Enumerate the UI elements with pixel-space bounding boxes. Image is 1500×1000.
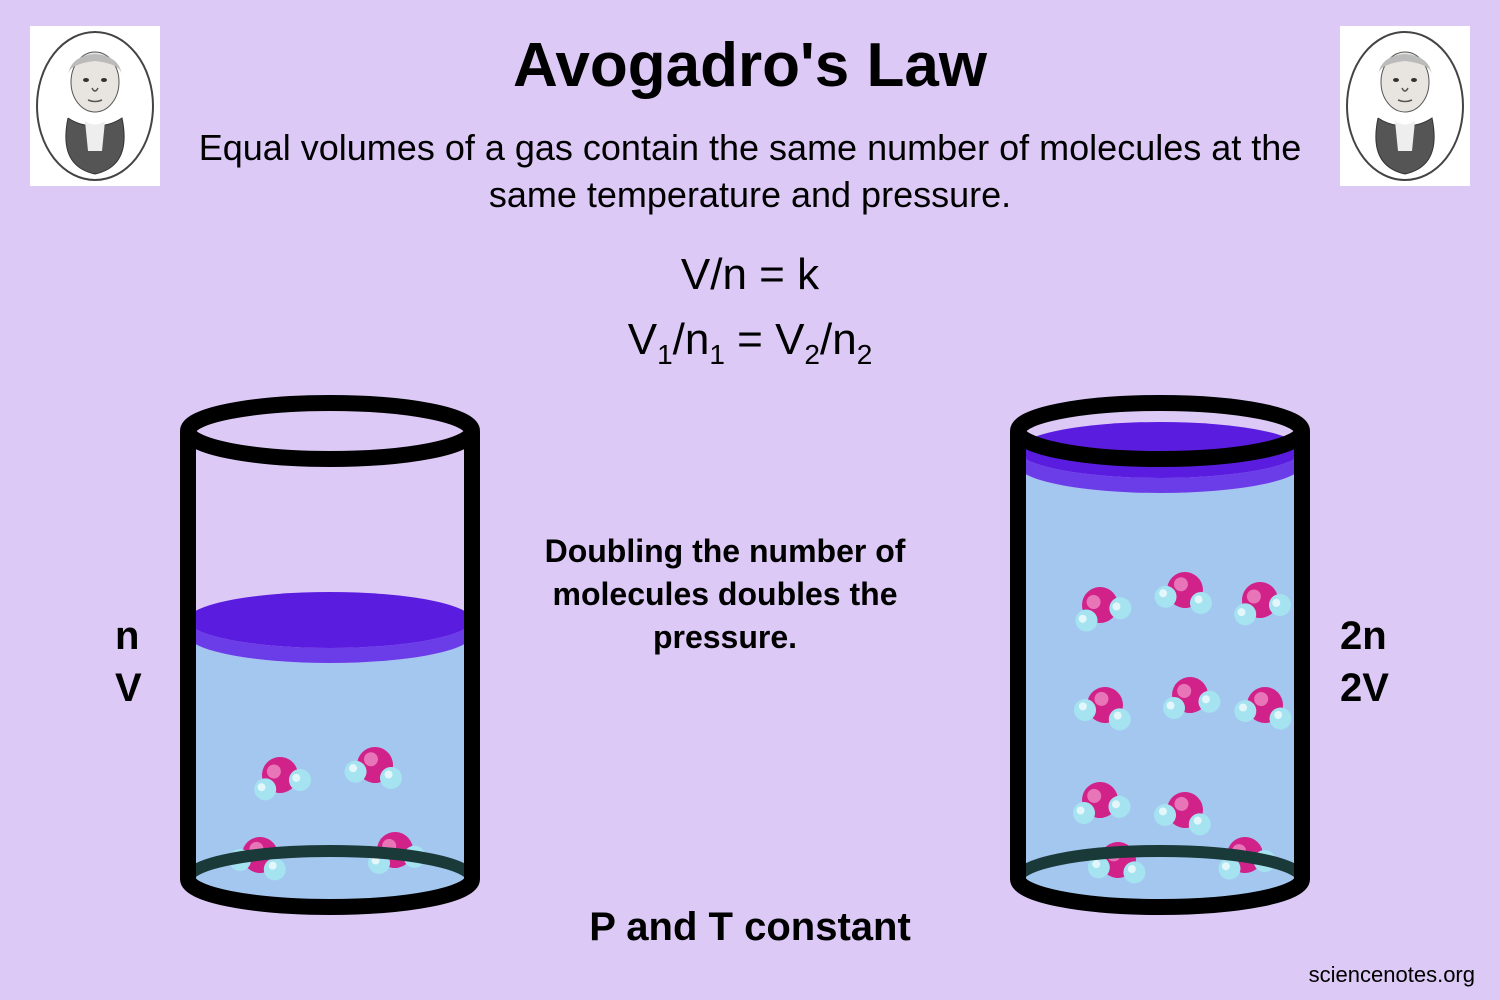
right-cylinder-labels: 2n 2V	[1340, 610, 1389, 714]
left-label-n: n	[115, 610, 142, 662]
subtitle: Equal volumes of a gas contain the same …	[150, 125, 1350, 219]
left-label-v: V	[115, 662, 142, 714]
right-label-v: 2V	[1340, 662, 1389, 714]
left-cylinder-labels: n V	[115, 610, 142, 714]
formula-1: V/n = k	[0, 250, 1500, 300]
page-title: Avogadro's Law	[0, 30, 1500, 101]
middle-caption: Doubling the number of molecules doubles…	[500, 530, 950, 660]
formula-2: V1/n1 = V2/n2	[0, 315, 1500, 371]
right-label-n: 2n	[1340, 610, 1389, 662]
source-credit: sciencenotes.org	[1309, 962, 1475, 988]
left-cylinder	[180, 395, 480, 915]
right-cylinder	[1010, 395, 1310, 915]
